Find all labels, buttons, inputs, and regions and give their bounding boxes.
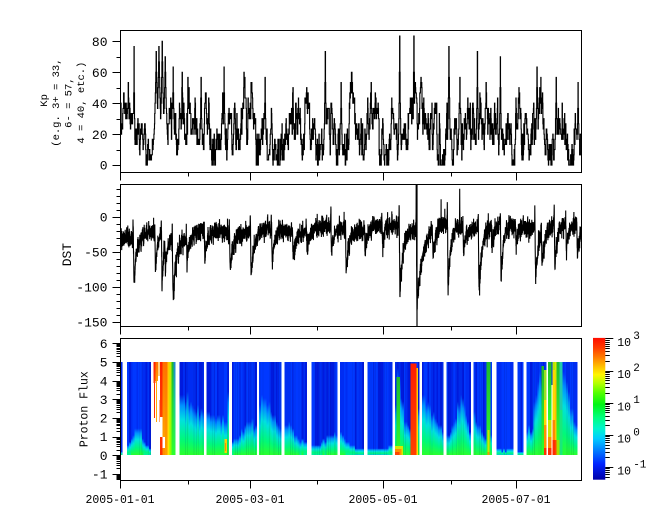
svg-text:-150: -150 [76,316,107,331]
svg-text:0: 0 [100,159,108,174]
svg-text:6: 6 [100,337,108,352]
svg-text:-100: -100 [76,281,107,296]
svg-text:6- = 57,: 6- = 57, [64,77,76,127]
svg-text:20: 20 [92,128,108,143]
svg-text:2005-01-01: 2005-01-01 [85,494,154,507]
svg-text:80: 80 [92,35,108,50]
svg-text:2005-05-01: 2005-05-01 [348,494,417,507]
svg-text:40: 40 [92,97,108,112]
svg-text:(e.g. 3+ = 33,: (e.g. 3+ = 33, [51,58,63,146]
svg-text:0: 0 [633,427,640,439]
svg-text:10: 10 [617,337,631,350]
svg-text:0: 0 [100,449,108,464]
svg-text:2005-03-01: 2005-03-01 [215,494,284,507]
svg-text:4: 4 [100,374,108,389]
svg-text:1: 1 [100,430,108,445]
svg-text:0: 0 [100,211,108,226]
svg-text:Kp: Kp [39,94,51,107]
svg-text:3: 3 [100,393,108,408]
svg-text:-50: -50 [84,246,107,261]
svg-text:10: 10 [617,434,631,447]
svg-text:2: 2 [633,363,640,375]
svg-text:60: 60 [92,66,108,81]
svg-text:2: 2 [100,412,108,427]
svg-text:10: 10 [617,466,631,479]
svg-text:1: 1 [633,395,640,407]
svg-text:3: 3 [633,331,640,343]
svg-text:5: 5 [100,356,108,371]
svg-text:10: 10 [617,369,631,382]
svg-text:10: 10 [617,401,631,414]
svg-text:-1: -1 [633,459,647,471]
svg-text:2005-07-01: 2005-07-01 [481,494,550,507]
svg-text:-1: -1 [92,467,108,482]
svg-text:DST: DST [60,243,75,267]
svg-text:4 = 40, etc.): 4 = 40, etc.) [76,62,88,144]
svg-text:Proton Flux: Proton Flux [78,371,91,447]
